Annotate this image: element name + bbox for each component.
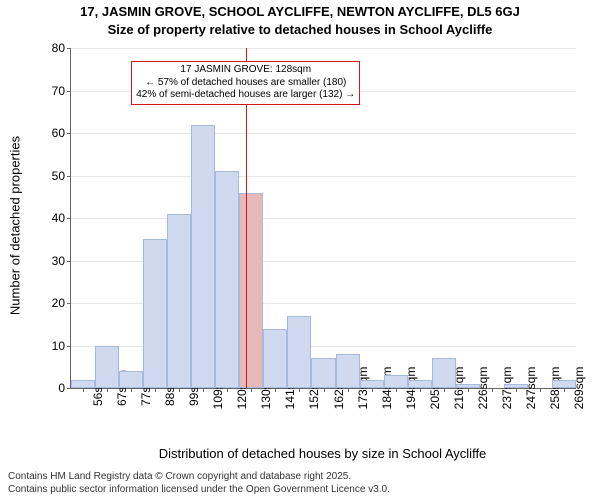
bar <box>191 125 215 389</box>
gridline <box>71 133 576 134</box>
bar <box>143 239 167 388</box>
bar <box>95 346 119 389</box>
bar <box>71 380 95 389</box>
chart-container: { "title": "17, JASMIN GROVE, SCHOOL AYC… <box>0 0 600 500</box>
annotation-box: 17 JASMIN GROVE: 128sqm← 57% of detached… <box>131 61 360 105</box>
annotation-line: ← 57% of detached houses are smaller (18… <box>136 77 355 90</box>
bar <box>263 329 287 389</box>
bar <box>311 358 335 388</box>
gridline <box>71 48 576 49</box>
bar <box>432 358 456 388</box>
bar <box>360 380 384 389</box>
footer: Contains HM Land Registry data © Crown c… <box>8 470 592 496</box>
bar <box>408 380 432 389</box>
y-tick-label: 20 <box>52 296 71 310</box>
x-axis-title: Distribution of detached houses by size … <box>70 446 575 461</box>
bar <box>456 384 480 388</box>
y-tick-label: 80 <box>52 41 71 55</box>
bar <box>119 371 143 388</box>
bar <box>215 171 239 388</box>
bar <box>384 375 408 388</box>
footer-line-2: Contains public sector information licen… <box>8 483 592 496</box>
x-tick-label: 194sqm <box>396 367 418 410</box>
x-tick-label: 258sqm <box>540 367 562 410</box>
x-tick-label: 247sqm <box>516 367 538 410</box>
y-tick-label: 70 <box>52 84 71 98</box>
x-tick-label: 237sqm <box>492 367 514 410</box>
x-tick-label: 184sqm <box>372 367 394 410</box>
y-tick-label: 30 <box>52 254 71 268</box>
annotation-line: 42% of semi-detached houses are larger (… <box>136 89 355 102</box>
y-tick-label: 0 <box>58 381 71 395</box>
y-tick-label: 50 <box>52 169 71 183</box>
chart-title: 17, JASMIN GROVE, SCHOOL AYCLIFFE, NEWTO… <box>0 4 600 19</box>
footer-line-1: Contains HM Land Registry data © Crown c… <box>8 470 592 483</box>
y-tick-label: 10 <box>52 339 71 353</box>
bar <box>287 316 311 388</box>
annotation-line: 17 JASMIN GROVE: 128sqm <box>136 64 355 77</box>
gridline <box>71 176 576 177</box>
bar <box>167 214 191 388</box>
bar <box>336 354 360 388</box>
x-tick-label: 226sqm <box>468 367 490 410</box>
gridline <box>71 218 576 219</box>
y-tick-label: 40 <box>52 211 71 225</box>
x-tick-label: 269sqm <box>564 367 586 410</box>
chart-subtitle: Size of property relative to detached ho… <box>0 22 600 37</box>
y-tick-label: 60 <box>52 126 71 140</box>
plot-area: 0102030405060708056sqm67sqm77sqm88sqm99s… <box>70 48 576 389</box>
bar <box>552 380 576 389</box>
bar <box>239 193 263 389</box>
bar <box>504 384 528 388</box>
y-axis-title: Number of detached properties <box>8 56 23 396</box>
